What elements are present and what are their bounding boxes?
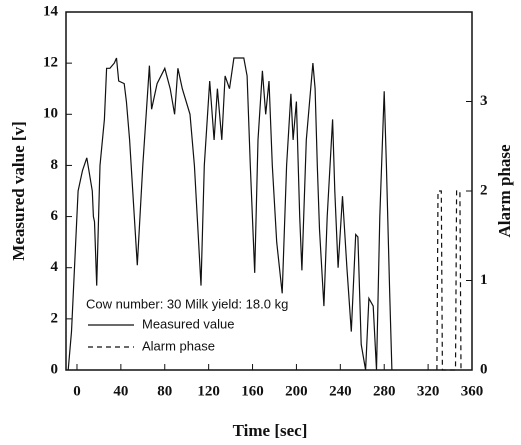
x-axis-label: Time [sec] xyxy=(233,421,308,440)
y-tick-label: 12 xyxy=(43,55,58,71)
x-tick-label: 160 xyxy=(241,383,264,399)
y2-tick-label: 1 xyxy=(480,272,488,288)
x-tick-label: 240 xyxy=(329,383,352,399)
x-tick-label: 120 xyxy=(197,383,220,399)
plot-frame xyxy=(65,11,473,371)
y2-tick-label: 0 xyxy=(480,361,488,377)
x-tick-label: 40 xyxy=(113,383,128,399)
x-tick-label: 200 xyxy=(285,383,308,399)
series-line xyxy=(436,190,462,371)
x-tick-label: 320 xyxy=(417,383,440,399)
y-tick-label: 2 xyxy=(51,310,59,326)
y2-tick-label: 3 xyxy=(480,93,488,109)
y-tick-label: 4 xyxy=(51,259,59,275)
y-tick-label: 8 xyxy=(51,157,59,173)
y-tick-label: 14 xyxy=(43,3,59,19)
x-tick-label: 280 xyxy=(373,383,396,399)
y-tick-label: 0 xyxy=(51,361,59,377)
x-tick-label: 360 xyxy=(461,383,484,399)
x-tick-label: 80 xyxy=(157,383,172,399)
y-tick-label: 6 xyxy=(51,208,59,224)
series-line xyxy=(67,57,393,371)
legend-label: Measured value xyxy=(142,316,235,331)
legend-label: Alarm phase xyxy=(142,338,215,353)
annotation: Cow number: 30 Milk yield: 18.0 kg xyxy=(86,296,288,311)
y2-axis-label: Alarm phase xyxy=(495,144,514,237)
y2-tick-label: 2 xyxy=(480,182,488,198)
x-tick-label: 0 xyxy=(73,383,81,399)
y-axis-label: Measured value [v] xyxy=(9,121,28,260)
y-tick-label: 10 xyxy=(43,106,58,122)
